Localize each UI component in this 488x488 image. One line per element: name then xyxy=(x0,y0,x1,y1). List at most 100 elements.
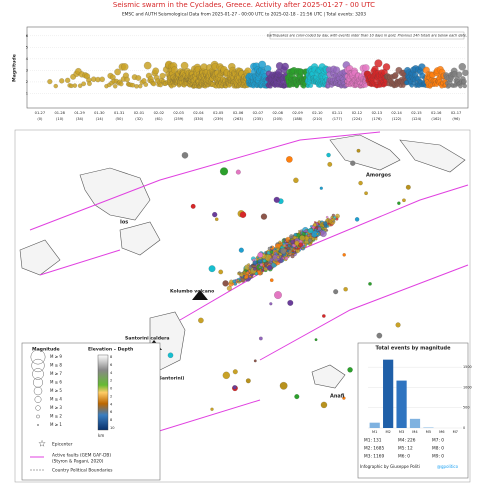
count-label: (122) xyxy=(392,117,402,121)
epicenter xyxy=(218,269,224,275)
epicenter xyxy=(305,232,308,236)
totals-box xyxy=(357,342,469,479)
quake-dot xyxy=(81,81,86,87)
day-cluster xyxy=(145,66,172,88)
y-tick-label: 5 xyxy=(26,45,28,49)
day-cluster xyxy=(47,77,71,89)
epicenter xyxy=(242,270,246,275)
quake-dot xyxy=(114,68,121,76)
quake-dot xyxy=(281,62,289,71)
size-key xyxy=(35,405,41,411)
bar xyxy=(396,380,407,428)
epicenter xyxy=(395,322,401,328)
epicenter xyxy=(259,336,263,341)
epicenter xyxy=(354,217,360,222)
size-key xyxy=(30,349,46,365)
epicenter xyxy=(220,167,229,176)
x-tick-label: 02-16 xyxy=(431,111,442,115)
faults xyxy=(29,131,469,441)
quake-dot xyxy=(99,76,105,82)
quake-dot xyxy=(130,82,136,88)
fault-line xyxy=(259,264,469,361)
epicenter xyxy=(210,407,214,411)
epicenter xyxy=(269,258,274,262)
epicenter xyxy=(326,152,331,158)
colorbar-tick: 8 xyxy=(110,355,113,359)
count-label: (176) xyxy=(372,117,382,121)
epicenter xyxy=(252,260,258,265)
value-label: M7: 0 xyxy=(432,438,444,444)
value-label: M6: 0 xyxy=(398,454,410,460)
quake-dot xyxy=(53,83,58,89)
epicenter xyxy=(293,177,299,183)
note: Earthquakes are color-coded by day, with… xyxy=(267,34,467,38)
epicenter xyxy=(270,246,273,249)
epicenter xyxy=(259,268,262,271)
epicenter xyxy=(239,279,242,282)
count-label: (259) xyxy=(174,117,184,121)
epicenter xyxy=(286,252,289,255)
x-tick-label: 02-05 xyxy=(213,111,223,115)
colorbar-tick: 10 xyxy=(110,426,115,430)
quake-dot xyxy=(72,83,78,88)
size-key xyxy=(33,386,43,396)
subtitle: EMSC and AUTH Seismological Data from 20… xyxy=(122,12,366,18)
epicenter xyxy=(335,213,340,219)
epicenter xyxy=(286,246,290,251)
epicenter xyxy=(235,169,241,175)
quake-dot xyxy=(159,72,166,79)
epicenter xyxy=(226,285,232,291)
quake-dot xyxy=(113,84,118,89)
value-label: M2: 1685 xyxy=(364,446,384,452)
quake-dot xyxy=(121,63,129,71)
count-label: (96) xyxy=(452,117,460,121)
place-label: Kolumbo volcano xyxy=(170,289,214,295)
epicenter xyxy=(287,300,294,306)
x-tick-label: 01-28 xyxy=(55,111,66,115)
epicenter xyxy=(181,152,189,159)
quake-dot xyxy=(258,60,266,69)
epicenter xyxy=(356,148,361,153)
colorbar-tick: 6 xyxy=(110,410,113,414)
y-tick-label: 1000 xyxy=(463,385,472,389)
epicenter xyxy=(257,252,264,258)
colorbar-tick: 4 xyxy=(110,402,113,406)
epicenter xyxy=(233,282,237,286)
size-label: M ≥ 1 xyxy=(50,422,62,427)
island xyxy=(329,134,401,171)
epicenter xyxy=(310,225,313,228)
value-label: M8: 0 xyxy=(432,446,444,452)
epicenter xyxy=(208,265,216,273)
quake-dot xyxy=(135,75,142,81)
size-key xyxy=(34,396,42,403)
x-tick-label: 02-10 xyxy=(312,111,323,115)
totals-title: Total events by magnitude xyxy=(375,346,451,352)
epicenter xyxy=(283,238,286,241)
epicenter xyxy=(251,276,254,279)
epicenter xyxy=(328,219,333,224)
colorbar-tick: 2 xyxy=(110,379,112,383)
epicenter xyxy=(222,280,229,287)
value-label: M3: 1169 xyxy=(364,454,384,460)
day-cluster xyxy=(164,60,192,89)
epicenter xyxy=(314,228,317,232)
count-label: (162) xyxy=(431,117,441,121)
epicenter xyxy=(274,291,282,299)
epicenter xyxy=(276,255,280,259)
x-tick-label: 02-02 xyxy=(154,111,164,115)
x-tick-label: 02-09 xyxy=(292,111,303,115)
epicenter xyxy=(257,260,260,263)
epicenter xyxy=(279,382,288,390)
x-tick-label: 02-04 xyxy=(193,111,204,115)
legend-title: Magnitude xyxy=(32,347,60,353)
count-label: (263) xyxy=(233,117,243,121)
size-label: M ≥ 9 xyxy=(50,354,62,359)
handle: @gpolitico xyxy=(437,464,459,469)
size-key xyxy=(37,424,40,427)
bar xyxy=(409,418,421,428)
epicenter xyxy=(294,240,300,246)
x-tick-label: 02-14 xyxy=(391,111,402,115)
place-label: Thera (Santorini) xyxy=(140,376,184,382)
island xyxy=(399,139,466,173)
epicenter xyxy=(198,317,204,324)
